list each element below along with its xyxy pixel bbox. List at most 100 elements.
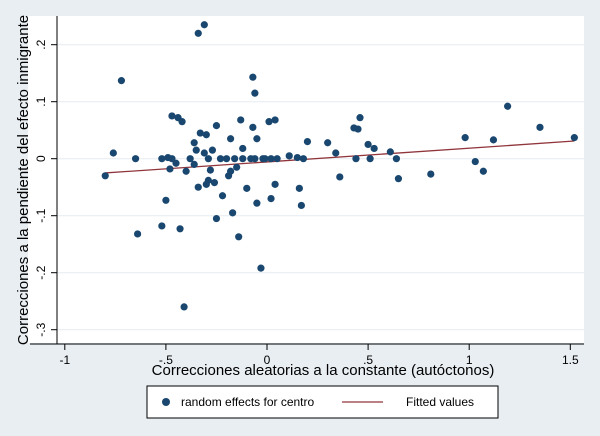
data-point-26 (200, 149, 208, 157)
x-tick-label: 1.5 (562, 353, 579, 367)
data-point-77 (354, 125, 362, 133)
data-point-15 (178, 118, 186, 126)
data-point-70 (299, 155, 307, 163)
data-point-32 (208, 146, 217, 154)
data-point-82 (386, 148, 394, 156)
data-point-20 (190, 160, 198, 168)
data-point-33 (210, 179, 219, 187)
data-point-56 (253, 199, 261, 207)
data-point-12 (172, 159, 180, 167)
data-point-92 (570, 134, 578, 142)
data-point-78 (356, 114, 364, 122)
fitted-values-line (105, 140, 575, 174)
data-point-64 (271, 180, 279, 188)
data-point-88 (479, 167, 487, 175)
data-point-81 (370, 144, 378, 153)
data-point-4 (133, 230, 142, 238)
data-point-25 (200, 21, 208, 29)
data-point-9 (166, 165, 174, 173)
data-point-68 (295, 184, 303, 192)
legend: random effects for centro Fitted values (146, 385, 499, 419)
data-point-45 (235, 233, 243, 241)
data-point-84 (394, 175, 403, 183)
legend-label-random-effects: random effects for centro (181, 395, 315, 409)
data-point-30 (204, 155, 212, 163)
data-point-37 (218, 192, 227, 200)
data-point-18 (186, 155, 194, 163)
data-point-87 (471, 157, 479, 166)
data-point-61 (267, 155, 275, 163)
legend-box (146, 385, 499, 419)
x-axis-title: Correcciones aleatorias a la constante (… (152, 362, 495, 379)
x-axis-ticks: -1 -.5 0 .5 1 1.5 (59, 344, 579, 367)
x-tick-label: -1 (59, 353, 70, 367)
data-point-63 (271, 116, 279, 124)
data-point-6 (158, 222, 166, 230)
data-point-59 (261, 155, 269, 163)
y-tick-label: -.1 (34, 208, 48, 222)
data-point-23 (194, 183, 202, 191)
data-point-42 (229, 209, 237, 217)
data-point-54 (251, 155, 259, 163)
fitted-line-layer (105, 140, 575, 174)
y-axis-title: Correcciones a la pendiente del efecto i… (15, 15, 32, 345)
legend-marker-random-effects (162, 398, 170, 406)
data-point-17 (182, 167, 190, 175)
data-point-47 (239, 144, 247, 153)
data-point-71 (303, 138, 312, 146)
x-tick-label: .5 (363, 353, 373, 367)
data-point-35 (212, 214, 221, 223)
y-tick-label: .2 (34, 39, 48, 49)
data-point-80 (366, 155, 374, 163)
data-point-52 (249, 123, 257, 131)
x-tick-label: -.5 (159, 353, 173, 367)
data-point-19 (190, 139, 198, 147)
data-point-65 (273, 155, 281, 163)
y-axis-ticks: -.3 -.2 -.1 0 .1 .2 (34, 39, 57, 337)
y-tick-label: -.2 (34, 265, 48, 279)
data-point-0 (101, 172, 109, 180)
data-point-34 (212, 122, 221, 130)
data-point-3 (131, 155, 140, 163)
gridlines (57, 44, 584, 331)
data-point-74 (336, 173, 344, 181)
y-tick-label: 0 (34, 155, 48, 162)
data-point-53 (251, 89, 259, 97)
data-point-73 (332, 149, 340, 157)
data-point-90 (504, 102, 512, 110)
data-point-66 (285, 152, 293, 160)
data-point-67 (293, 153, 301, 162)
data-point-91 (536, 123, 544, 131)
data-point-29 (204, 176, 212, 184)
data-point-27 (202, 131, 210, 139)
scatter-points (101, 21, 578, 311)
data-point-31 (206, 166, 214, 174)
data-point-7 (162, 196, 170, 204)
data-point-55 (253, 135, 261, 143)
data-point-69 (297, 201, 305, 210)
data-point-22 (194, 29, 202, 37)
data-point-72 (324, 139, 332, 147)
data-point-2 (117, 77, 126, 85)
data-point-5 (158, 155, 166, 163)
y-tick-label: -.3 (34, 322, 48, 336)
data-point-1 (109, 149, 117, 157)
data-point-83 (392, 155, 401, 163)
data-point-36 (216, 155, 225, 163)
data-point-79 (364, 140, 372, 149)
data-point-86 (461, 134, 469, 142)
x-tick-label: 0 (264, 353, 271, 367)
data-point-11 (168, 112, 176, 120)
data-point-24 (196, 129, 204, 137)
data-point-49 (243, 184, 251, 192)
data-point-48 (239, 155, 247, 163)
data-point-14 (176, 225, 184, 233)
x-tick-label: 1 (466, 353, 473, 367)
plot-area (28, 16, 584, 343)
y-tick-label: .1 (34, 96, 48, 106)
data-point-16 (180, 303, 188, 311)
data-point-57 (257, 264, 265, 272)
data-point-76 (352, 155, 360, 163)
